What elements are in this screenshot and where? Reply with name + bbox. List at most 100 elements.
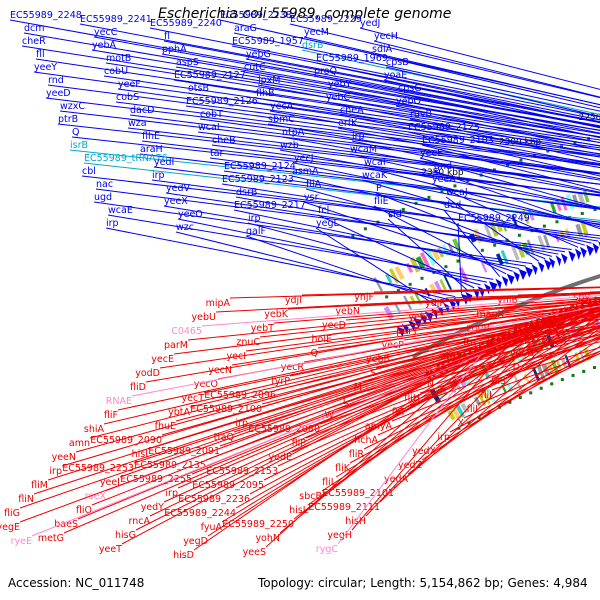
track-segment	[447, 410, 456, 421]
gene-label: galF	[246, 226, 266, 237]
label-leader-line	[221, 183, 599, 242]
track-segment	[500, 249, 509, 265]
label-leader-line	[33, 312, 584, 495]
gene-label: fliL	[322, 477, 337, 488]
label-leader-line	[245, 58, 600, 129]
gene-label: araH	[140, 144, 163, 155]
gene-label: cobT	[200, 109, 223, 120]
gene-label: fcl	[318, 205, 329, 216]
label-leader-line	[443, 209, 501, 277]
label-leader-line	[149, 27, 600, 118]
gene-label: parM	[164, 340, 188, 351]
gene-label: fliO	[76, 505, 92, 516]
gene-label: cheB	[212, 135, 236, 146]
label-leader-line	[47, 306, 600, 481]
track-segment	[419, 252, 431, 268]
gene-label: flhE	[142, 131, 160, 142]
gene-label: nac	[96, 179, 113, 190]
label-leader-line	[359, 27, 600, 90]
gene-label: spy	[573, 292, 590, 303]
label-leader-line	[359, 293, 600, 307]
tick-mark	[427, 195, 431, 199]
gene-label: fyuA	[201, 522, 223, 533]
plus-gene-arrow	[568, 250, 576, 263]
label-leader-line	[519, 341, 600, 363]
gene-label: fl	[164, 31, 170, 42]
gene-label: ruvB	[410, 109, 432, 120]
label-leader-line	[449, 350, 600, 433]
label-leader-line	[163, 205, 526, 267]
label-leader-line	[589, 291, 600, 293]
gene-label: otsB	[188, 83, 209, 94]
label-leader-line	[445, 196, 539, 262]
plus-gene-arrow	[580, 246, 587, 259]
label-leader-line	[371, 53, 600, 109]
label-leader-line	[185, 105, 600, 164]
label-leader-line	[387, 218, 469, 292]
track-segment	[443, 274, 452, 290]
gene-label: dcm	[24, 23, 45, 34]
gene-label: ybtA	[168, 407, 190, 418]
plus-gene-arrow	[555, 255, 562, 267]
gene-label: yeeX	[164, 196, 188, 207]
gene-label: yedA	[384, 474, 408, 485]
gene-label: gnd	[434, 161, 452, 172]
gene-label: motB	[106, 53, 131, 64]
label-leader-line	[273, 296, 600, 324]
plus-strand-labels: EC55989_2248EC55989_2241EC55989_2240EC55…	[9, 10, 600, 307]
gene-label: EC55989_2101	[322, 488, 394, 499]
tick-mark	[560, 378, 564, 382]
label-leader-line	[203, 309, 600, 394]
gene-label: erfK	[338, 118, 358, 129]
gene-label: hisL	[289, 505, 309, 516]
gene-label: ydjR	[425, 298, 446, 309]
gene-label: EC55989_2090	[90, 435, 162, 446]
plus-gene-arrow	[506, 273, 515, 285]
gene-label: EC55989_2125	[408, 122, 480, 133]
label-leader-line	[279, 342, 508, 534]
tick-mark	[593, 208, 597, 212]
tick-mark	[491, 336, 495, 340]
label-leader-line	[419, 157, 600, 209]
track-segment	[500, 218, 508, 232]
gene-label: dsrB	[302, 40, 323, 51]
gene-label: fliM	[31, 480, 48, 491]
label-leader-line	[189, 310, 600, 408]
tick-mark	[444, 265, 448, 269]
gene-label: yecJ	[294, 153, 314, 164]
label-leader-line	[117, 306, 600, 411]
plus-gene-arrow	[574, 248, 582, 260]
gene-label: EC55989_2236	[178, 494, 250, 505]
gene-label: metG	[38, 533, 64, 544]
label-leader-line	[325, 101, 600, 155]
plus-gene-arrow	[513, 271, 520, 283]
plus-gene-arrow	[560, 253, 568, 265]
gene-label: cpsB	[386, 57, 409, 68]
gene-label: irp	[235, 418, 248, 429]
label-leader-line	[377, 335, 600, 436]
gene-label: yecA	[270, 101, 294, 112]
gene-label: EC55989_2127	[174, 70, 246, 81]
track-segment	[458, 267, 469, 283]
track-segment	[405, 262, 414, 274]
gene-label: yecG	[510, 348, 534, 359]
label-leader-line	[177, 309, 595, 489]
label-leader-line	[121, 362, 465, 545]
track-segment	[580, 220, 589, 237]
gene-label: yecN	[208, 365, 232, 376]
label-leader-line	[349, 153, 600, 210]
gene-label: yegL	[316, 218, 339, 229]
gene-label: wzb	[280, 140, 299, 151]
genome-backbone	[411, 273, 600, 359]
tick-mark	[408, 282, 412, 286]
gene-label: ptrB	[58, 114, 78, 125]
gene-label: D	[513, 362, 520, 373]
track-segment	[489, 221, 499, 237]
gene-label: ryeE	[11, 536, 32, 547]
gene-label: cpsG	[398, 83, 422, 94]
gene-label: irp	[437, 432, 450, 443]
gene-label: shiA	[84, 424, 105, 435]
gene-label: yeeF	[118, 79, 141, 90]
gene-label: wzc	[176, 222, 194, 233]
label-leader-line	[405, 337, 600, 408]
